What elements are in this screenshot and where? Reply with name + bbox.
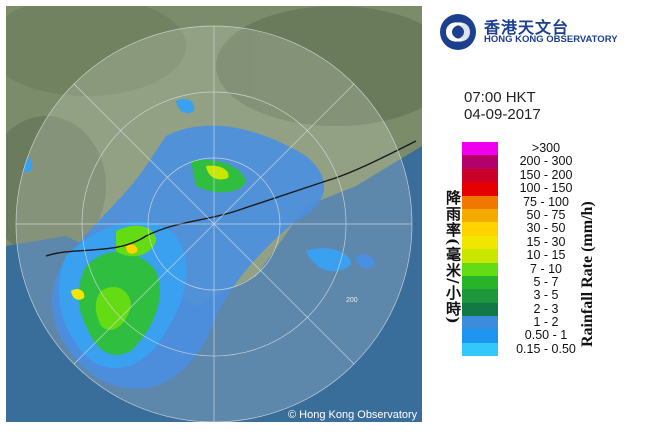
timestamp-time: 07:00 HKT [464, 89, 536, 106]
legend-swatch [462, 208, 498, 223]
rain-echoes [16, 99, 375, 389]
legend-label: 3 - 5 [533, 288, 559, 303]
legend-label: 30 - 50 [526, 221, 566, 236]
range-rings [15, 25, 413, 423]
radar-map-image: 200 [0, 0, 456, 423]
timestamp-date: 04-09-2017 [464, 106, 541, 123]
legend-label: 5 - 7 [533, 274, 559, 289]
legend-label: 0.50 - 1 [524, 328, 568, 343]
logo-chinese-name: 香港天文台 [484, 18, 570, 37]
coastline [45, 140, 417, 257]
legend-swatch [462, 168, 498, 183]
legend-swatch [462, 262, 498, 276]
legend-swatch [462, 235, 498, 250]
legend-swatch [462, 155, 498, 169]
radar-map: 200 © Hong Kong Observatory [0, 0, 456, 423]
legend-swatch [462, 329, 498, 343]
legend-title-english: Rainfall Rate (mm/h) [579, 201, 596, 347]
legend-swatch [462, 142, 498, 156]
legend-label: 0.15 - 0.50 [516, 341, 576, 356]
legend-color-scale [462, 142, 498, 357]
logo-english-name: HONG KONG OBSERVATORY [484, 34, 618, 45]
legend-label: 2 - 3 [533, 301, 559, 316]
legend-swatch [462, 289, 498, 303]
legend-label: 150 - 200 [519, 167, 573, 182]
legend-label: 7 - 10 [530, 261, 562, 276]
legend-label: 1 - 2 [533, 315, 559, 330]
legend-label: 15 - 30 [526, 234, 566, 249]
legend-label: 200 - 300 [519, 154, 573, 169]
legend-label: 10 - 15 [526, 248, 566, 263]
legend-label: 75 - 100 [523, 194, 569, 209]
hko-logo-icon [440, 14, 476, 50]
legend-swatch [462, 222, 498, 236]
legend-label: 50 - 75 [526, 207, 566, 222]
legend-label: 100 - 150 [519, 181, 573, 196]
copyright-text: © Hong Kong Observatory [288, 409, 418, 421]
legend-label: >300 [531, 141, 561, 155]
legend-swatch [462, 275, 498, 290]
hko-logo: 香港天文台 HONG KONG OBSERVATORY [438, 12, 638, 52]
range-ring-label: 200 [346, 297, 358, 304]
legend-swatch [462, 316, 498, 330]
legend-swatch [462, 182, 498, 196]
legend-swatch [462, 195, 498, 209]
legend-swatch [462, 249, 498, 263]
legend-swatch [462, 302, 498, 317]
legend-labels: >300 200 - 300 150 - 200 100 - 150 75 - 100 5… [506, 141, 586, 356]
legend-swatch [462, 342, 498, 357]
legend-title-chinese: 降雨率(毫米/小時) [444, 190, 462, 325]
